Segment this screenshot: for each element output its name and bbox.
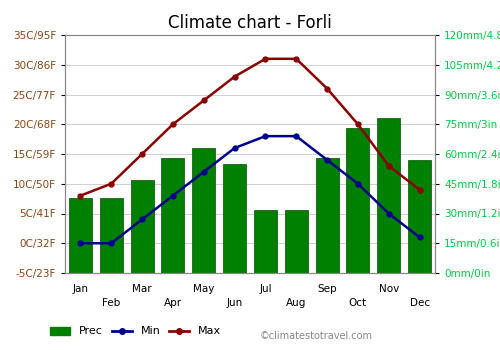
Text: May: May <box>193 284 214 294</box>
Text: Dec: Dec <box>410 298 430 308</box>
Bar <box>100 198 123 273</box>
Text: ©climatestotravel.com: ©climatestotravel.com <box>260 331 373 341</box>
Bar <box>192 148 216 273</box>
Bar <box>130 180 154 273</box>
Bar <box>254 210 277 273</box>
Text: Jul: Jul <box>259 284 272 294</box>
Text: Aug: Aug <box>286 298 306 308</box>
Text: Feb: Feb <box>102 298 120 308</box>
Bar <box>69 198 92 273</box>
Bar <box>223 164 246 273</box>
Text: Jan: Jan <box>72 284 88 294</box>
Text: Apr: Apr <box>164 298 182 308</box>
Bar <box>408 160 431 273</box>
Text: Mar: Mar <box>132 284 152 294</box>
Text: Sep: Sep <box>318 284 337 294</box>
Bar <box>162 158 184 273</box>
Text: Nov: Nov <box>378 284 399 294</box>
Title: Climate chart - Forli: Climate chart - Forli <box>168 14 332 32</box>
Legend: Prec, Min, Max: Prec, Min, Max <box>46 322 226 341</box>
Bar <box>377 118 400 273</box>
Bar <box>316 158 338 273</box>
Text: Jun: Jun <box>226 298 242 308</box>
Text: Oct: Oct <box>349 298 367 308</box>
Bar <box>346 128 370 273</box>
Bar <box>284 210 308 273</box>
